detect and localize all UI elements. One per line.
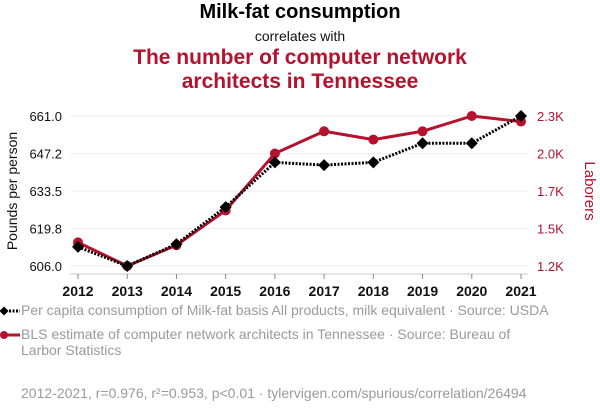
data-point-milk-fat bbox=[465, 137, 478, 150]
axes: 661.0 2.3K 647.2 2.0K 633.5 1.7K 619.8 1.5K 606.… bbox=[29, 109, 564, 299]
data-point-milk-fat bbox=[72, 240, 84, 253]
data-point-laborers bbox=[269, 148, 280, 159]
y-tick-label-left: 619.8 bbox=[29, 222, 62, 237]
series-line-milk-fat bbox=[77, 114, 522, 268]
data-point-laborers bbox=[417, 126, 428, 137]
chart-title: Milk-fat consumption bbox=[199, 1, 401, 23]
data-point-milk-fat bbox=[219, 201, 232, 214]
data-point-milk-fat bbox=[515, 110, 527, 122]
chart-title-secondary: The number of computer network architect… bbox=[0, 46, 600, 94]
x-tick-label: 2019 bbox=[407, 283, 438, 299]
grid-lines bbox=[70, 115, 528, 267]
legend-swatch-dotted-diamond-icon bbox=[0, 306, 20, 316]
line-chart: 661.0 2.3K 647.2 2.0K 633.5 1.7K 619.8 1.5K 606.… bbox=[4, 109, 598, 299]
x-tick-label: 2021 bbox=[505, 283, 536, 299]
legend-label-laborers: BLS estimate of computer network archite… bbox=[21, 326, 511, 358]
x-tick-label: 2018 bbox=[358, 283, 389, 299]
data-point-laborers bbox=[319, 126, 330, 137]
y-tick-label-right: 1.2K bbox=[537, 259, 564, 274]
y-axis-label-right: Laborers bbox=[581, 161, 598, 220]
series-line-laborers bbox=[77, 114, 522, 268]
legend-item-laborers: BLS estimate of computer network archite… bbox=[0, 326, 551, 358]
legend: Per capita consumption of Milk-fat basis… bbox=[0, 302, 600, 366]
y-axis-label-left: Pounds per person bbox=[4, 132, 20, 250]
series-milk-fat bbox=[72, 110, 527, 272]
x-tick-label: 2020 bbox=[456, 283, 487, 299]
data-point-milk-fat bbox=[318, 159, 331, 172]
x-tick-label: 2015 bbox=[210, 283, 241, 299]
y-tick-label-left: 633.5 bbox=[29, 184, 62, 199]
data-point-milk-fat bbox=[121, 260, 134, 272]
data-point-milk-fat bbox=[367, 156, 380, 169]
y-tick-label-left: 647.2 bbox=[29, 147, 62, 162]
data-point-milk-fat bbox=[268, 156, 281, 169]
y-tick-label-right: 2.0K bbox=[537, 147, 564, 162]
x-tick-label: 2014 bbox=[161, 283, 192, 299]
legend-item-milk-fat: Per capita consumption of Milk-fat basis… bbox=[0, 302, 551, 318]
legend-label-milk-fat: Per capita consumption of Milk-fat basis… bbox=[21, 302, 549, 318]
y-tick-label-right: 1.7K bbox=[537, 184, 564, 199]
x-tick-label: 2012 bbox=[62, 283, 93, 299]
x-tick-label: 2016 bbox=[259, 283, 290, 299]
title2-line1: The number of computer network bbox=[133, 46, 467, 69]
data-point-laborers bbox=[368, 134, 379, 145]
data-point-milk-fat bbox=[170, 238, 183, 251]
data-point-milk-fat bbox=[416, 137, 429, 150]
y-tick-label-left: 661.0 bbox=[29, 109, 62, 124]
footer-stats: 2012-2021, r=0.976, r²=0.953, p<0.01 · t… bbox=[21, 385, 527, 401]
x-tick-label: 2017 bbox=[309, 283, 340, 299]
y-tick-label-right: 1.5K bbox=[537, 222, 564, 237]
title2-line2: architects in Tennessee bbox=[181, 70, 419, 93]
y-tick-label-left: 606.0 bbox=[29, 259, 62, 274]
chart-subtitle: correlates with bbox=[254, 28, 346, 44]
legend-swatch-solid-circle-icon bbox=[0, 331, 20, 339]
x-tick-label: 2013 bbox=[112, 283, 143, 299]
data-point-laborers bbox=[466, 111, 477, 121]
y-tick-label-right: 2.3K bbox=[537, 109, 564, 124]
